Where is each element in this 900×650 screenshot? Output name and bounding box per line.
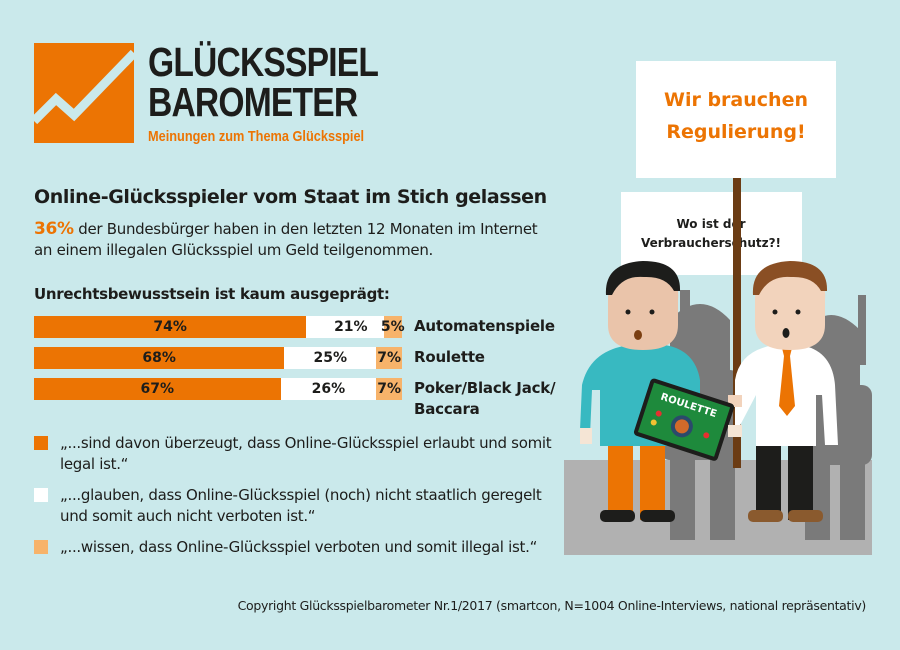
category-label-line: Automatenspiele xyxy=(414,317,555,335)
sign-big-line-2: Regulierung! xyxy=(666,121,805,143)
bar-row: 68% 25% 7% xyxy=(34,347,402,369)
legend-label: „...wissen, dass Online-Glücksspiel verb… xyxy=(60,538,538,556)
bar-segment: 25% xyxy=(284,347,377,369)
bar-segment: 67% xyxy=(34,378,281,400)
legend-label: „...sind davon überzeugt, dass Online-Gl… xyxy=(60,434,552,473)
bar-segment: 74% xyxy=(34,316,307,338)
chart-title: Unrechtsbewusstsein ist kaum ausgeprägt: xyxy=(34,285,390,303)
intro-text: 36% der Bundesbürger haben in den letzte… xyxy=(34,219,554,261)
bar-segment: 5% xyxy=(381,316,405,338)
sign-small-line-2: Verbraucherschutz?! xyxy=(641,236,781,250)
intro-highlight: 36% xyxy=(34,219,74,239)
sign-small-line-1: Wo ist der xyxy=(676,217,745,231)
protest-illustration: Wir brauchen Regulierung! Wo ist der Ver… xyxy=(564,61,872,555)
legend-item: „...glauben, dass Online-Glücksspiel (no… xyxy=(34,485,554,527)
hand xyxy=(728,425,742,437)
bar-segment: 7% xyxy=(376,347,402,369)
headline: Online-Glücksspieler vom Staat im Stich … xyxy=(34,186,547,208)
logo-rising-chart-icon xyxy=(34,43,134,143)
man-right xyxy=(728,261,838,522)
legend-swatch xyxy=(34,436,48,450)
legend-swatch xyxy=(34,540,48,554)
sign-big xyxy=(636,61,836,178)
category-label: Automatenspiele xyxy=(414,316,555,337)
bar-segment: 21% xyxy=(306,316,384,338)
category-label: Roulette xyxy=(414,347,485,368)
category-label-line: Baccara xyxy=(414,400,480,418)
copyright-text: Copyright Glücksspielbarometer Nr.1/2017… xyxy=(237,598,867,613)
legend-item: „...wissen, dass Online-Glücksspiel verb… xyxy=(34,537,554,558)
category-label: Poker/Black Jack/Baccara xyxy=(414,378,556,420)
bar-segment: 7% xyxy=(376,378,402,400)
legend-swatch xyxy=(34,488,48,502)
brand-line-1: GLÜCKSSPIEL xyxy=(148,39,379,85)
bar-row: 67% 26% 7% xyxy=(34,378,402,400)
sign-pole xyxy=(733,178,741,468)
intro-body: der Bundesbürger haben in den letzten 12… xyxy=(34,220,538,259)
brand-line-2: BAROMETER xyxy=(148,79,358,125)
category-label-line: Poker/Black Jack/ xyxy=(414,379,556,397)
legend-label: „...glauben, dass Online-Glücksspiel (no… xyxy=(60,486,542,525)
sign-big-line-1: Wir brauchen xyxy=(664,89,808,111)
category-label-line: Roulette xyxy=(414,348,485,366)
legend-item: „...sind davon überzeugt, dass Online-Gl… xyxy=(34,433,554,475)
roulette-tablet: ROULETTE xyxy=(633,378,735,461)
bar-segment: 68% xyxy=(34,347,285,369)
brand-tagline: Meinungen zum Thema Glücksspiel xyxy=(148,128,365,145)
bar-segment: 26% xyxy=(280,378,377,400)
sign-small xyxy=(621,192,802,275)
bar-row: 74% 21% 5% xyxy=(34,316,405,338)
